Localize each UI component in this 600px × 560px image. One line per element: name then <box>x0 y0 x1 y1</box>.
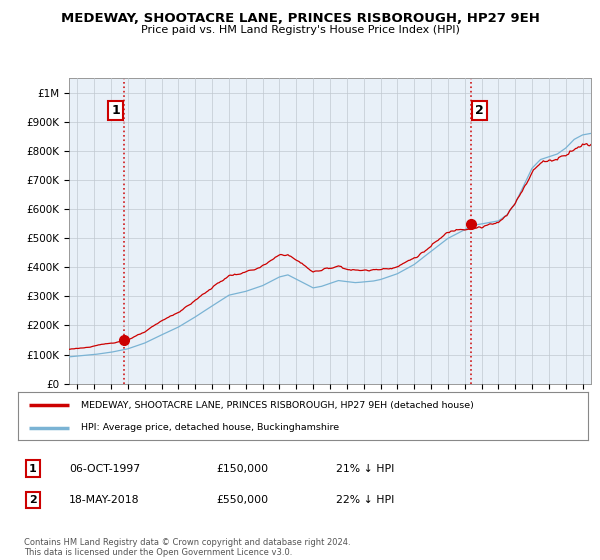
Text: Contains HM Land Registry data © Crown copyright and database right 2024.
This d: Contains HM Land Registry data © Crown c… <box>24 538 350 557</box>
Text: Price paid vs. HM Land Registry's House Price Index (HPI): Price paid vs. HM Land Registry's House … <box>140 25 460 35</box>
Text: 2: 2 <box>29 495 37 505</box>
Text: 06-OCT-1997: 06-OCT-1997 <box>69 464 140 474</box>
Text: MEDEWAY, SHOOTACRE LANE, PRINCES RISBOROUGH, HP27 9EH: MEDEWAY, SHOOTACRE LANE, PRINCES RISBORO… <box>61 12 539 25</box>
Text: 2: 2 <box>475 104 484 117</box>
Text: 21% ↓ HPI: 21% ↓ HPI <box>336 464 394 474</box>
Text: HPI: Average price, detached house, Buckinghamshire: HPI: Average price, detached house, Buck… <box>80 423 339 432</box>
Text: 1: 1 <box>29 464 37 474</box>
Text: £550,000: £550,000 <box>216 495 268 505</box>
Text: 1: 1 <box>111 104 120 117</box>
Text: 18-MAY-2018: 18-MAY-2018 <box>69 495 139 505</box>
Text: £150,000: £150,000 <box>216 464 268 474</box>
Text: 22% ↓ HPI: 22% ↓ HPI <box>336 495 394 505</box>
Text: MEDEWAY, SHOOTACRE LANE, PRINCES RISBOROUGH, HP27 9EH (detached house): MEDEWAY, SHOOTACRE LANE, PRINCES RISBORO… <box>80 401 473 410</box>
